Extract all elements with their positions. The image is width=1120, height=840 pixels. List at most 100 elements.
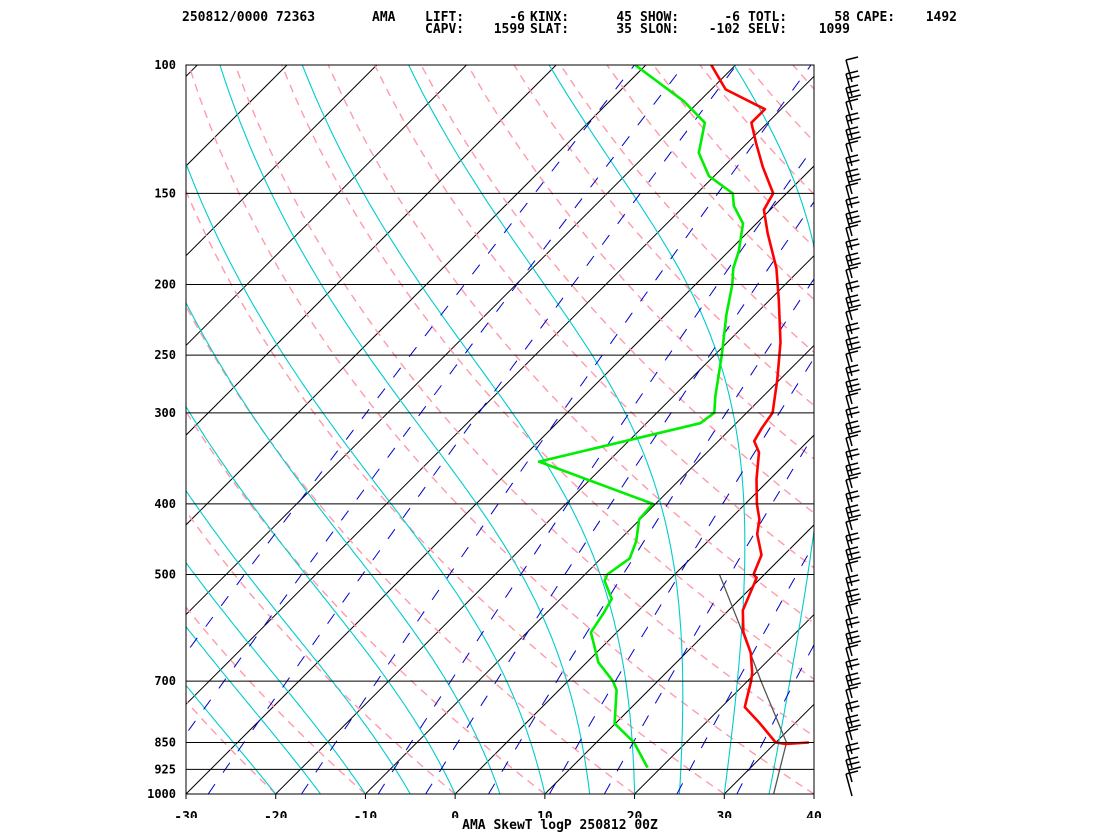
- dry-adiabat-line: [839, 65, 1120, 794]
- dry-adiabat-line: [792, 65, 814, 91]
- wind-barb-feather: [848, 472, 861, 477]
- wind-barb-feather: [847, 257, 860, 262]
- wind-barb: [845, 714, 861, 741]
- wind-barb: [845, 770, 859, 797]
- wind-barb-staff: [845, 171, 853, 195]
- moist-adiabat-line: [408, 65, 684, 794]
- wind-barb: [845, 504, 861, 531]
- wind-barb-feather: [845, 756, 859, 761]
- isotherm-line: [186, 65, 288, 167]
- wind-barb-feather: [845, 336, 859, 341]
- isotherm-line: [186, 65, 736, 616]
- temperature-tick-label: 30: [716, 810, 732, 818]
- mixing-ratio-line: [425, 201, 814, 794]
- isotherm-line: [186, 165, 814, 794]
- plot-frame: [185, 64, 815, 795]
- dry-adiabat-line: [186, 304, 636, 794]
- wind-barb-feather: [847, 299, 860, 304]
- wind-barb-feather: [845, 364, 859, 369]
- mixing-ratio-line: [301, 65, 812, 794]
- isotherm-line: [186, 65, 378, 257]
- index-label-selv: SELV:: [748, 22, 788, 37]
- wind-barb-feather: [845, 168, 859, 173]
- isotherm-line: [723, 703, 814, 794]
- index-value-kinx: 45: [616, 10, 632, 25]
- wind-barb-feather: [845, 532, 859, 537]
- wind-barb-feather: [847, 551, 860, 556]
- wind-barb-feather: [845, 518, 859, 523]
- index-label-slon: SLON:: [640, 22, 680, 37]
- moist-adiabat-line: [186, 561, 366, 794]
- wind-barb-feather: [847, 215, 860, 220]
- wind-barb-feather: [845, 658, 859, 663]
- index-value-show: -6: [724, 10, 740, 25]
- wind-barb-staff: [845, 675, 853, 699]
- moist-adiabat-line: [186, 625, 322, 794]
- wind-barb-feather: [845, 714, 859, 719]
- wind-barb-feather: [845, 588, 859, 593]
- wind-barb-staff: [845, 297, 853, 321]
- dry-adiabat-line: [186, 509, 456, 794]
- dry-adiabat-line: [513, 65, 814, 407]
- temperature-tick-label: -10: [354, 810, 378, 818]
- wind-barb-staff: [845, 591, 853, 615]
- wind-barb-feather: [847, 705, 860, 710]
- dry-adiabat-line: [559, 65, 814, 354]
- dry-adiabat-line: [186, 189, 725, 794]
- wind-barb-feather: [848, 304, 861, 309]
- wind-barb-feather: [848, 262, 861, 267]
- index-label-show: SHOW:: [640, 10, 680, 25]
- moist-adiabat-line: [186, 489, 411, 794]
- wind-barb-feather: [848, 94, 861, 99]
- wind-barb: [845, 630, 861, 657]
- wind-barb-feather: [847, 621, 860, 626]
- moist-adiabat-line: [813, 791, 814, 794]
- wind-barb-feather: [847, 593, 860, 598]
- wind-barb-staff: [845, 759, 853, 783]
- wind-barb-feather: [845, 700, 859, 705]
- wind-barb-feather: [848, 556, 861, 561]
- wind-barb: [845, 336, 861, 363]
- wind-barb-feather: [845, 140, 859, 145]
- wind-barb-feather: [845, 504, 859, 509]
- wind-barb-feather: [847, 327, 860, 332]
- isotherm-line: [544, 524, 814, 794]
- index-label-slat: SLAT:: [530, 22, 570, 37]
- wind-barb-feather: [845, 252, 859, 257]
- wind-barb-feather: [847, 285, 860, 290]
- wind-barb-feather: [848, 388, 861, 393]
- index-value-capv: 1599: [493, 22, 525, 37]
- wind-barb: [845, 756, 861, 783]
- dry-adiabat-line: [932, 65, 1120, 794]
- wind-barb-feather: [848, 598, 861, 603]
- index-value-selv: 1099: [818, 22, 850, 37]
- wind-barb-staff: [845, 633, 853, 657]
- wind-barb-feather: [845, 56, 859, 61]
- temperature-tick-label: 0: [451, 810, 459, 818]
- dewpoint-profile: [537, 65, 745, 769]
- wind-barb-staff: [845, 717, 853, 741]
- moist-adiabat-line: [219, 65, 591, 794]
- wind-barb-feather: [847, 579, 860, 584]
- wind-barb-feather: [845, 490, 859, 495]
- index-value-slon: -102: [708, 22, 740, 37]
- wind-barb-feather: [845, 616, 859, 621]
- wind-barb-staff: [845, 339, 853, 363]
- wind-barb-staff: [845, 213, 853, 237]
- station-id-label: AMA: [372, 10, 396, 25]
- wind-barb-feather: [848, 514, 861, 519]
- wind-barb-feather: [845, 420, 859, 425]
- isotherm-line: [365, 344, 814, 794]
- wind-barb-feather: [845, 630, 859, 635]
- wind-barb-feather: [847, 341, 860, 346]
- wind-barb-feather: [845, 98, 859, 103]
- wind-barb-feather: [848, 178, 861, 183]
- wind-barb-feather: [845, 84, 859, 89]
- index-label-cape: CAPE:: [856, 10, 896, 25]
- isotherm-line: [275, 255, 814, 794]
- dry-adiabat-line: [186, 606, 366, 794]
- wind-barb-feather: [845, 196, 859, 201]
- wind-barb-feather: [845, 210, 859, 215]
- wind-barb-feather: [845, 434, 859, 439]
